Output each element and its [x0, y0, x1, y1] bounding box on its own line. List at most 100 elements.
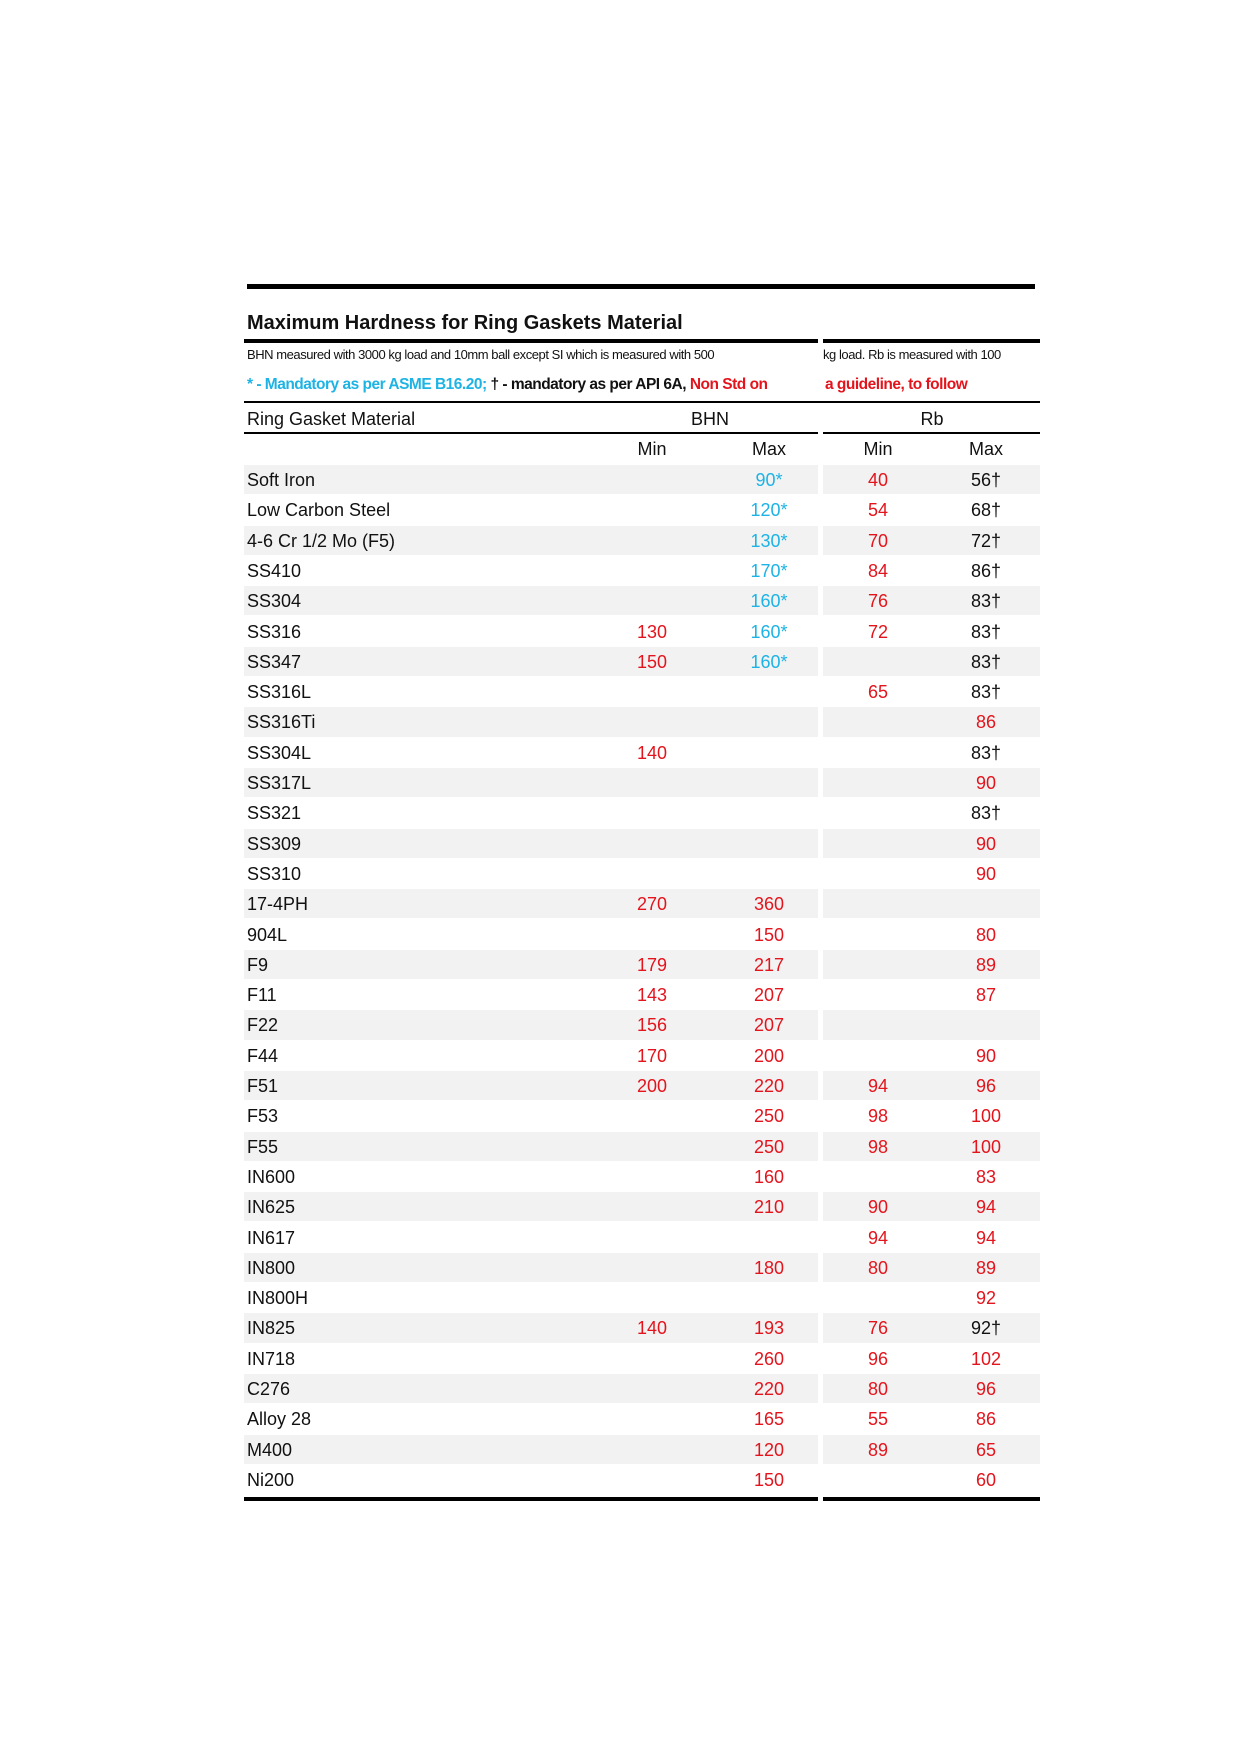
- material: SS316Ti: [247, 712, 316, 733]
- value-cell: 83†: [970, 651, 1002, 672]
- row-shade: [244, 768, 818, 798]
- material: F51: [247, 1076, 279, 1096]
- row-shade: [823, 1131, 1040, 1161]
- value-cell: 83†: [970, 803, 1002, 824]
- value-cell: 96: [975, 1076, 997, 1096]
- row-shade: [823, 1252, 1040, 1283]
- header-cell: BHN: [690, 409, 729, 429]
- value-cell: 200: [636, 1076, 668, 1096]
- value-cell: 65: [867, 682, 889, 703]
- row-shade: [244, 1192, 818, 1222]
- value-cell: 220: [753, 1379, 785, 1399]
- value-cell: 217: [753, 954, 785, 975]
- value-cell: 150: [753, 1469, 785, 1490]
- row-shade: [244, 1252, 818, 1283]
- legend-item: Non Std on: [689, 376, 768, 393]
- value-cell: 130*: [750, 530, 788, 551]
- material: SS310: [247, 863, 302, 884]
- value-cell: 160*: [750, 621, 788, 642]
- material: F9: [247, 954, 269, 975]
- row-shade: [823, 1192, 1040, 1222]
- value-cell: 83†: [970, 621, 1002, 642]
- material: IN800: [247, 1257, 296, 1278]
- bottom-rule: [823, 1497, 1040, 1502]
- material: Ni200: [247, 1469, 295, 1490]
- row-shade: [823, 586, 1040, 616]
- value-cell: 94: [975, 1197, 997, 1218]
- row-shade: [244, 889, 818, 919]
- rule: [244, 432, 818, 434]
- value-cell: 54: [867, 500, 889, 521]
- value-cell: 83†: [970, 591, 1002, 612]
- value-cell: 165: [753, 1409, 785, 1430]
- row-shade: [823, 1071, 1040, 1101]
- value-cell: 86†: [970, 560, 1002, 581]
- value-cell: 56†: [970, 470, 1002, 490]
- row-shade: [823, 1010, 1040, 1040]
- row-shade: [244, 1071, 818, 1101]
- value-cell: 100: [970, 1136, 1002, 1157]
- material: SS304L: [247, 742, 312, 763]
- value-cell: 250: [753, 1106, 785, 1127]
- row-shade: [823, 889, 1040, 919]
- material: Soft Iron: [247, 470, 316, 490]
- material: SS309: [247, 833, 302, 854]
- rule: [823, 339, 1040, 343]
- value-cell: 83: [975, 1166, 997, 1187]
- value-cell: 98: [867, 1106, 889, 1127]
- value-cell: 207: [753, 985, 785, 1006]
- row-shade: [823, 525, 1040, 555]
- row-shade: [823, 1313, 1040, 1343]
- value-cell: 92†: [970, 1318, 1002, 1339]
- value-cell: 220: [753, 1076, 785, 1096]
- row-shade: [244, 1434, 818, 1464]
- value-cell: 94: [867, 1227, 889, 1248]
- value-cell: 143: [636, 985, 668, 1006]
- value-cell: 40: [867, 470, 889, 490]
- material: F44: [247, 1045, 279, 1066]
- value-cell: 92: [975, 1288, 997, 1309]
- row-shade: [244, 525, 818, 555]
- value-cell: 96: [867, 1348, 889, 1369]
- value-cell: 120: [753, 1439, 785, 1460]
- value-cell: 120*: [750, 500, 788, 521]
- title: Maximum Hardness for Ring Gaskets Materi…: [247, 312, 683, 334]
- row-shade: [823, 828, 1040, 858]
- subtitle: BHN measured with 3000 kg load and 10mm …: [247, 347, 715, 362]
- value-cell: 140: [636, 1318, 668, 1339]
- material: IN825: [247, 1318, 296, 1339]
- value-cell: 102: [970, 1348, 1002, 1369]
- value-cell: 89: [975, 1257, 997, 1278]
- value-cell: 160*: [750, 591, 788, 612]
- value-cell: 160: [753, 1166, 785, 1187]
- legend-item: a guideline, to follow: [825, 376, 968, 393]
- row-shade: [244, 1010, 818, 1040]
- value-cell: 89: [867, 1439, 889, 1460]
- value-cell: 179: [636, 954, 668, 975]
- value-cell: 83†: [970, 682, 1002, 703]
- material: IN718: [247, 1348, 296, 1369]
- value-cell: 140: [636, 742, 668, 763]
- value-cell: 98: [867, 1136, 889, 1157]
- value-cell: 80: [975, 924, 997, 945]
- value-cell: 83†: [970, 742, 1002, 763]
- row-shade: [244, 465, 818, 495]
- value-cell: 94: [867, 1076, 889, 1096]
- value-cell: 86: [975, 712, 997, 733]
- value-cell: 260: [753, 1348, 785, 1369]
- top-rule: [247, 284, 1035, 289]
- row-shade: [244, 1313, 818, 1343]
- row-shade: [823, 465, 1040, 495]
- row-shade: [823, 646, 1040, 677]
- value-cell: 150: [636, 651, 668, 672]
- material: F53: [247, 1106, 279, 1127]
- value-cell: 89: [975, 954, 997, 975]
- value-cell: 193: [753, 1318, 785, 1339]
- value-cell: 60: [975, 1469, 997, 1490]
- bottom-rule: [244, 1497, 818, 1502]
- header-cell: Ring Gasket Material: [247, 409, 416, 429]
- legend: * - Mandatory as per ASME B16.20; † - ma…: [247, 376, 818, 394]
- value-cell: 270: [636, 894, 668, 915]
- value-cell: 76: [867, 1318, 889, 1339]
